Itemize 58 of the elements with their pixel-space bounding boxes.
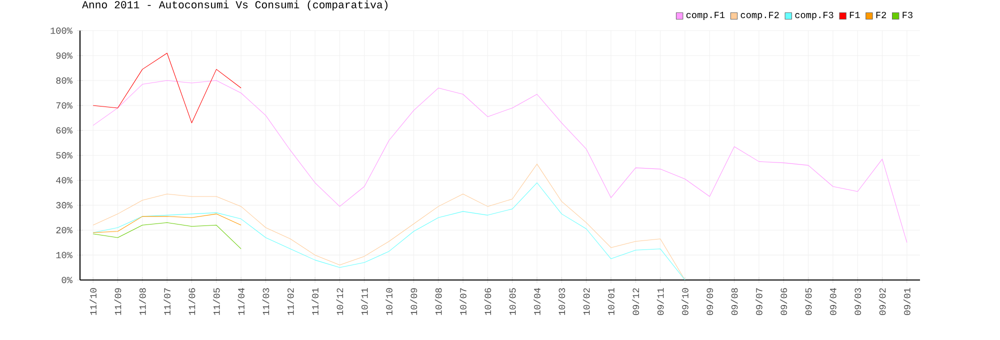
x-tick-label: 09/05: [804, 288, 812, 315]
y-tick-label: 10%: [56, 252, 72, 258]
y-tick-label: 90%: [56, 52, 72, 59]
x-tick-label: 11/02: [286, 288, 294, 315]
x-tick-label: 10/11: [360, 288, 368, 315]
legend-label: F1: [850, 12, 860, 18]
legend-label: F2: [876, 12, 886, 18]
x-tick-label: 09/12: [632, 288, 640, 315]
x-tick-label: 10/09: [410, 288, 418, 315]
x-tick-label: 11/10: [90, 288, 96, 315]
x-tick-label: 09/09: [706, 288, 714, 315]
x-tick-label: 11/01: [312, 288, 318, 315]
x-tick-label: 11/05: [212, 288, 220, 315]
x-tick-label: 09/08: [730, 288, 738, 315]
x-tick-label: 09/01: [904, 288, 910, 315]
x-tick-label: 10/03: [558, 288, 566, 315]
x-tick-label: 10/02: [582, 288, 590, 315]
x-tick-label: 09/02: [878, 288, 886, 315]
x-tick-label: 09/03: [854, 288, 862, 315]
legend-label: comp.F2: [740, 12, 779, 20]
y-tick-label: 20%: [56, 226, 72, 234]
x-tick-label: 09/06: [780, 288, 788, 315]
line-series: [92, 80, 908, 243]
x-tick-label: 10/10: [386, 288, 392, 315]
line-series: [92, 222, 242, 250]
line-series: [92, 164, 686, 280]
y-tick-label: 40%: [56, 177, 72, 184]
x-tick-label: 10/06: [484, 288, 492, 315]
x-tick-label: 11/07: [164, 288, 170, 315]
legend-label: F3: [902, 12, 912, 18]
y-tick-label: 100%: [50, 28, 72, 34]
x-tick-label: 09/11: [656, 288, 664, 315]
y-tick-label: 60%: [56, 127, 72, 134]
y-tick-label: 80%: [56, 77, 72, 84]
x-tick-label: 10/01: [608, 288, 614, 315]
x-tick-label: 10/04: [534, 288, 540, 315]
legend-label: comp.F1: [686, 12, 725, 20]
x-tick-label: 10/12: [336, 288, 344, 315]
y-tick-label: 0%: [62, 276, 72, 284]
x-tick-label: 11/03: [262, 288, 270, 315]
x-tick-label: 10/07: [460, 288, 466, 315]
x-tick-label: 11/06: [188, 288, 196, 315]
x-tick-label: 10/08: [434, 288, 442, 315]
legend-label: comp.F3: [795, 12, 834, 20]
x-tick-label: 11/09: [114, 288, 122, 315]
line-series: [92, 214, 242, 233]
y-tick-label: 70%: [56, 102, 72, 109]
y-tick-label: 30%: [56, 202, 72, 208]
x-tick-label: 09/07: [756, 288, 762, 315]
line-series: [92, 52, 242, 124]
line-series: [92, 182, 686, 280]
chart-title: Anno 2011 - Autoconsumi Vs Consumi (comparativa): [82, 0, 388, 10]
x-tick-label: 09/10: [682, 288, 688, 315]
x-tick-label: 11/08: [138, 288, 146, 315]
x-tick-label: 11/04: [238, 288, 244, 315]
y-tick-label: 50%: [56, 152, 72, 158]
x-tick-label: 10/05: [508, 288, 516, 315]
x-tick-label: 09/04: [830, 288, 836, 315]
